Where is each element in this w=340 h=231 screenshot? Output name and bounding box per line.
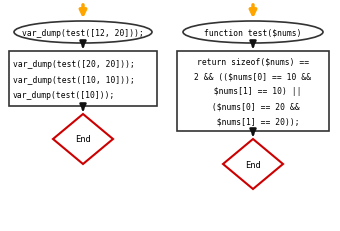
Polygon shape (53, 115, 113, 164)
Polygon shape (223, 139, 283, 189)
Ellipse shape (14, 22, 152, 44)
FancyBboxPatch shape (177, 52, 329, 131)
Text: $nums[1] == 20));: $nums[1] == 20)); (207, 117, 299, 126)
Text: ($nums[0] == 20 &&: ($nums[0] == 20 && (207, 102, 299, 111)
Text: return sizeof($nums) ==: return sizeof($nums) == (197, 57, 309, 66)
Ellipse shape (183, 22, 323, 44)
Text: $nums[1] == 10) ||: $nums[1] == 10) || (204, 87, 302, 96)
Text: var_dump(test([12, 20]));: var_dump(test([12, 20])); (22, 28, 144, 37)
Text: End: End (75, 135, 91, 144)
Text: 2 && (($nums[0] == 10 &&: 2 && (($nums[0] == 10 && (194, 72, 311, 81)
Text: var_dump(test([10]));: var_dump(test([10])); (13, 91, 115, 100)
FancyBboxPatch shape (9, 52, 157, 106)
Text: End: End (245, 160, 261, 169)
Text: var_dump(test([20, 20]));: var_dump(test([20, 20])); (13, 60, 135, 69)
Text: var_dump(test([10, 10]));: var_dump(test([10, 10])); (13, 76, 135, 84)
Text: function test($nums): function test($nums) (204, 28, 302, 37)
